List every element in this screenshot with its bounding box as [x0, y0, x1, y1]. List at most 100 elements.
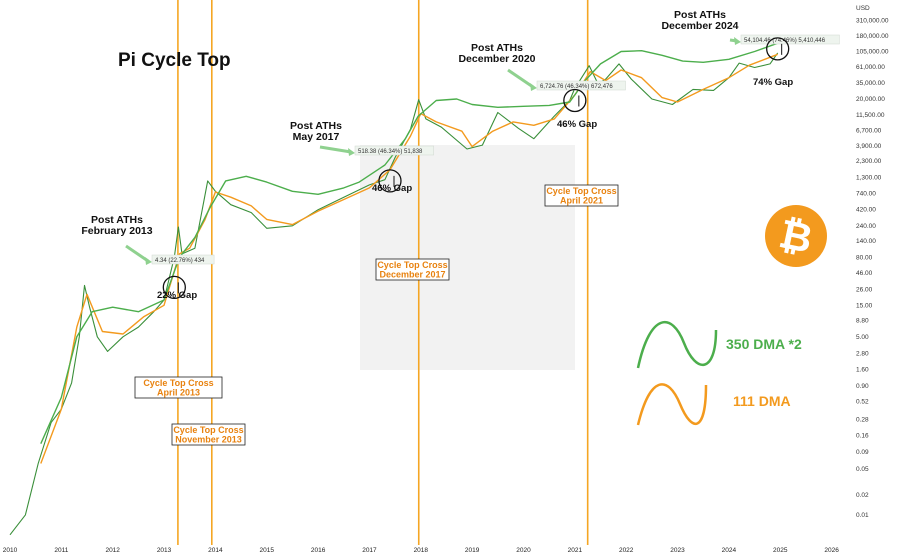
x-tick-label: 2022 [619, 547, 634, 554]
x-axis: 2010 2011 2012 2013 2014 2015 2016 2017 2018 2019… [3, 547, 839, 554]
cycle-top-cross-label-line2: December 2017 [379, 270, 445, 280]
annotation-tooltip-box [151, 254, 215, 265]
gap-label: 46% Gap [557, 119, 597, 130]
cycle-top-cross-label-box [375, 258, 450, 281]
x-tick-label: 2024 [722, 547, 737, 554]
y-tick-label: 80.00 [856, 254, 873, 261]
series-line-price [9, 52, 779, 536]
gap-circle-marker [378, 169, 402, 193]
annotation-tooltip-box [354, 145, 434, 156]
y-tick-label: 1,300.00 [856, 174, 882, 181]
x-tick-label: 2018 [414, 547, 429, 554]
cycle-top-cross-label-line2: April 2013 [157, 388, 200, 398]
cycle-top-cross-label-line1: Cycle Top Cross [377, 260, 447, 270]
y-tick-label: 35,000.00 [856, 80, 885, 87]
annotation-title-line1: Post ATHs [471, 42, 523, 54]
gap-label: 22% Gap [157, 290, 197, 301]
x-tick-label: 2016 [311, 547, 326, 554]
x-tick-label: 2021 [568, 547, 583, 554]
annotation-title-line1: Post ATHs [91, 214, 143, 226]
y-tick-label: 180,000.00 [856, 33, 889, 40]
y-tick-label: 0.02 [856, 492, 869, 499]
cycle-top-cross-label-line2: November 2013 [175, 435, 242, 445]
cycle-top-cross-label-box [171, 423, 246, 446]
annotation-tooltip-box [536, 80, 626, 91]
x-tick-label: 2014 [208, 547, 223, 554]
y-tick-label: 6,700.00 [856, 127, 882, 134]
y-tick-label: 61,000.00 [856, 64, 885, 71]
legend-wave-orange [636, 383, 708, 426]
x-tick-label: 2026 [824, 547, 839, 554]
x-tick-label: 2020 [516, 547, 531, 554]
x-tick-label: 2023 [670, 547, 685, 554]
y-tick-label: 0.05 [856, 466, 869, 473]
annotation-title-line2: May 2017 [293, 131, 340, 143]
cycle-top-cross-label-line1: Cycle Top Cross [143, 378, 213, 388]
x-tick-label: 2013 [157, 547, 172, 554]
y-tick-label: 0.90 [856, 383, 869, 390]
y-tick-label: 3,900.00 [856, 143, 882, 150]
y-unit-label: USD [856, 5, 870, 12]
bitcoin-icon [765, 205, 827, 267]
y-tick-label: 105,000.00 [856, 48, 889, 55]
x-tick-label: 2012 [105, 547, 120, 554]
y-tick-label: 2.80 [856, 350, 869, 357]
annotation-arrow [319, 145, 352, 154]
y-tick-label: 1.60 [856, 366, 869, 373]
y-tick-label: 0.16 [856, 432, 869, 439]
annotation-title-line2: December 2020 [458, 53, 535, 65]
legend: 350 DMA *2 111 DMA [636, 321, 802, 426]
annotation-title-line1: Post ATHs [674, 9, 726, 21]
annotation-tooltip: 4.34 (22.76%) 434 [155, 258, 205, 264]
y-axis: USD 310,000.00 180,000.00 105,000.00 61,000… [856, 5, 889, 519]
annotation-tooltip: 6,724.76 (46.34%) 672,476 [540, 84, 613, 90]
y-tick-label: 310,000.00 [856, 17, 889, 24]
legend-label-111dma: 111 DMA [733, 393, 791, 409]
watermark [360, 145, 575, 370]
x-tick-label: 2019 [465, 547, 480, 554]
annotation-title-line2: February 2013 [81, 225, 152, 237]
y-tick-label: 15.00 [856, 302, 873, 309]
y-tick-label: 46.00 [856, 270, 873, 277]
y-tick-label: 0.52 [856, 399, 869, 406]
y-tick-label: 420.00 [856, 207, 876, 214]
annotation-tooltip-box [740, 34, 840, 45]
legend-wave-green [636, 321, 718, 369]
legend-label-350dma: 350 DMA *2 [726, 336, 802, 352]
gap-circle-marker [162, 275, 186, 300]
annotation-arrowhead [348, 148, 355, 156]
annotation-title-line1: Post ATHs [290, 120, 342, 132]
y-tick-label: 11,500.00 [856, 112, 885, 119]
x-tick-label: 2011 [54, 547, 68, 554]
y-tick-label: 20,000.00 [856, 96, 885, 103]
cycle-top-cross-label-line1: Cycle Top Cross [546, 186, 616, 196]
annotation-arrow [507, 68, 534, 89]
annotation-title-line2: December 2024 [661, 20, 738, 32]
annotation-arrowhead [734, 37, 741, 45]
y-tick-label: 140.00 [856, 238, 876, 245]
series-line-350dma [40, 42, 778, 444]
cycle-top-cross-label-line1: Cycle Top Cross [173, 425, 243, 435]
y-tick-label: 8.80 [856, 318, 869, 325]
y-tick-label: 0.01 [856, 512, 869, 519]
cycle-top-cross-label-box [544, 184, 619, 207]
y-tick-label: 0.28 [856, 416, 869, 423]
y-tick-label: 0.09 [856, 449, 869, 456]
gap-label: 74% Gap [753, 77, 793, 88]
y-tick-label: 740.00 [856, 191, 876, 198]
x-tick-label: 2010 [3, 547, 18, 554]
gap-circle-marker [563, 88, 587, 113]
y-tick-label: 240.00 [856, 223, 876, 230]
bitcoin-logo: ₿ [765, 205, 827, 267]
x-tick-label: 2015 [260, 547, 275, 554]
